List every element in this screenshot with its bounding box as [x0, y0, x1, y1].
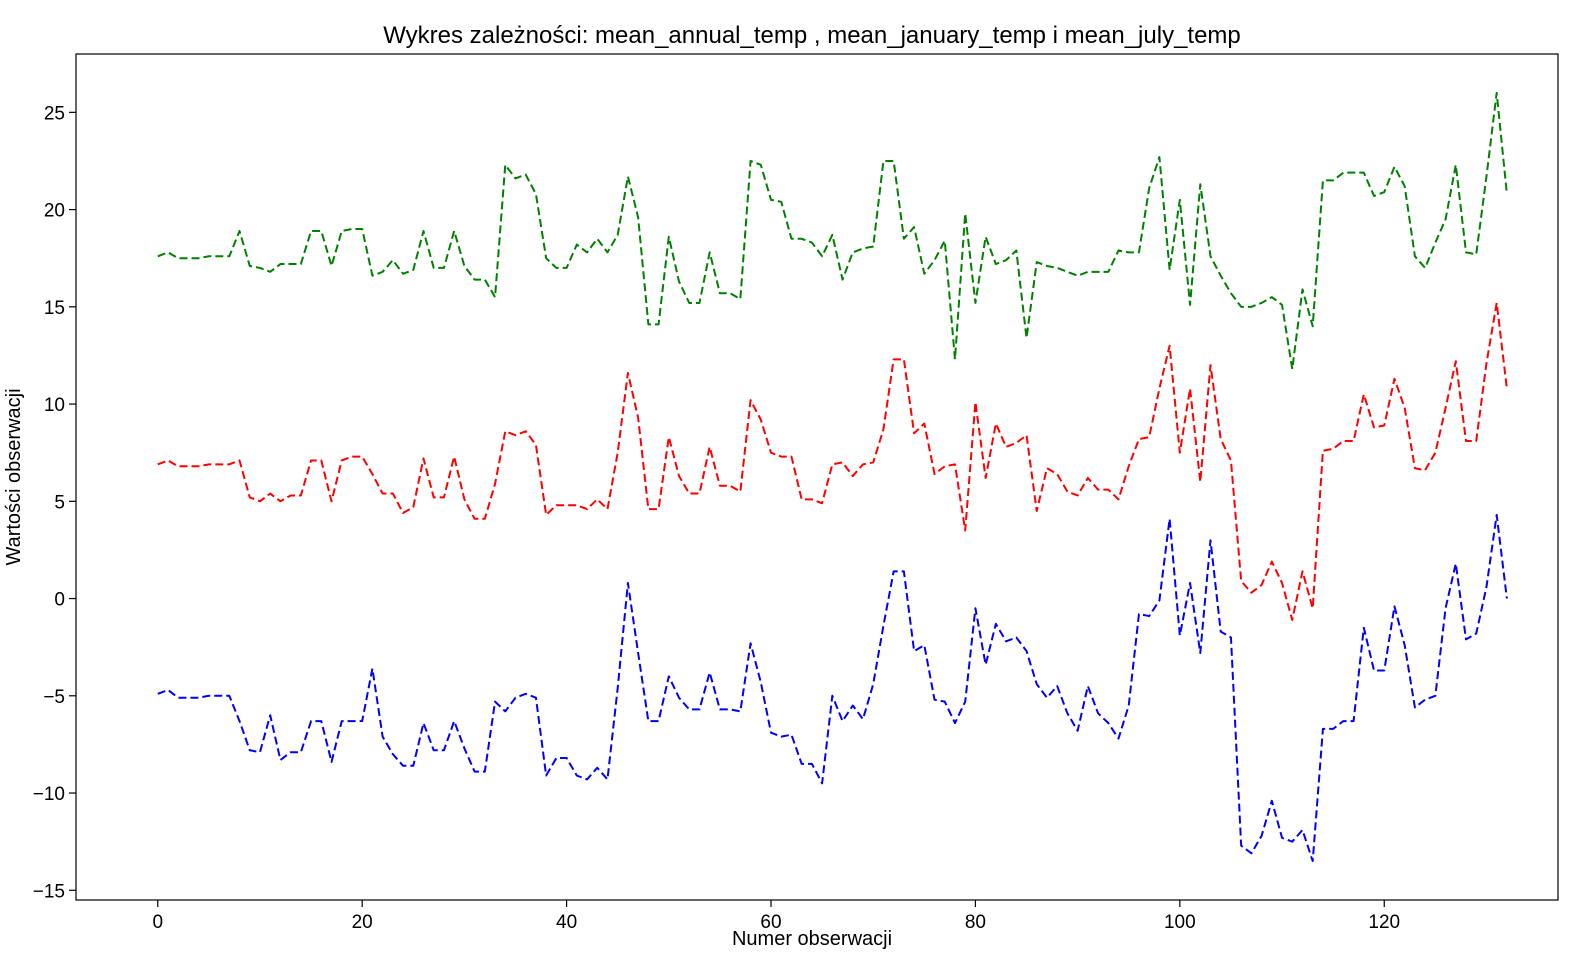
y-tick-label: −5: [43, 687, 65, 708]
x-tick-label: 20: [352, 912, 373, 933]
y-tick-label: 25: [44, 103, 65, 124]
x-tick-label: 40: [556, 912, 577, 933]
y-axis: −15 −10 −5 0 5 10 15 20 25: [33, 103, 76, 902]
series-line-1: [157, 91, 1508, 371]
series-layer: [157, 91, 1508, 863]
series-line-3: [157, 513, 1508, 863]
y-tick-label: 20: [44, 201, 65, 222]
y-axis-title: Wartości obserwacji: [3, 388, 25, 565]
y-tick-label: 15: [44, 298, 65, 319]
y-tick-label: 10: [44, 395, 65, 416]
x-axis-title: Numer obserwacji: [732, 928, 892, 950]
y-tick-label: 5: [54, 492, 65, 513]
x-tick-label: 80: [965, 912, 986, 933]
x-axis: 0 20 40 60 80 100 120: [152, 900, 1400, 933]
x-tick-label: 60: [760, 912, 781, 933]
x-tick-label: 100: [1164, 912, 1196, 933]
y-tick-label: 0: [54, 590, 65, 611]
x-tick-label: 120: [1368, 912, 1400, 933]
series-line-2: [157, 301, 1508, 621]
y-tick-label: −10: [33, 784, 65, 805]
plot-area-frame: [75, 53, 1559, 901]
x-tick-label: 0: [152, 912, 163, 933]
chart-title: Wykres zależności: mean_annual_temp , me…: [383, 22, 1241, 49]
y-tick-label: −15: [33, 881, 65, 902]
